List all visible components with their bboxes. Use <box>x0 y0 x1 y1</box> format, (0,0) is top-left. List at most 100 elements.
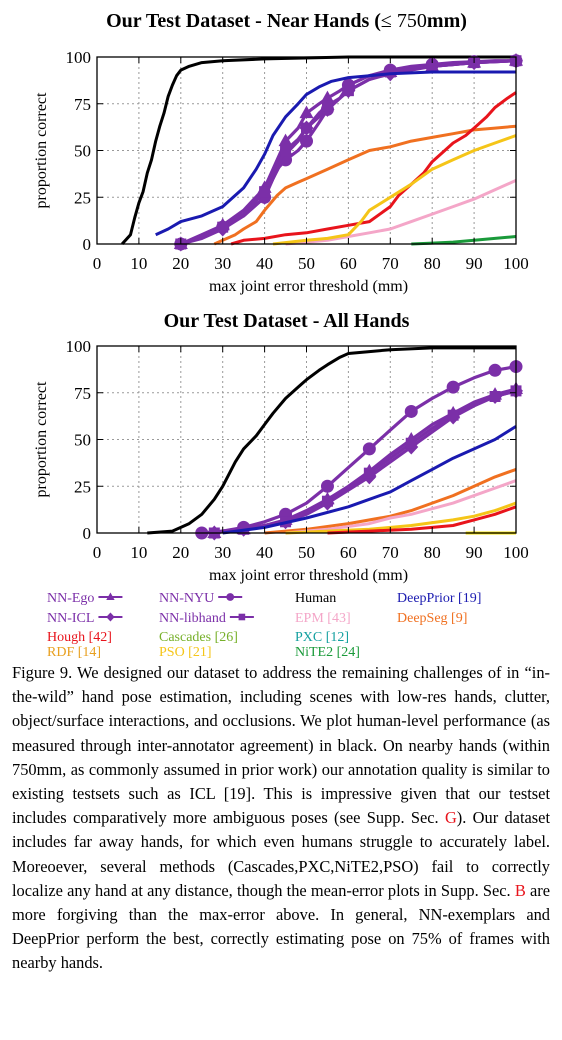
data-point-nn-libhand <box>280 145 292 156</box>
data-point-nn-libhand <box>259 186 271 198</box>
legend-item-nn-icl: NN-ICL <box>47 611 94 626</box>
caption-ref-sec-b[interactable]: B <box>514 880 526 900</box>
y-axis-label: proportion correct <box>33 381 50 498</box>
x-tick-label: 0 <box>93 543 102 562</box>
legend-item-human: Human <box>295 591 336 606</box>
caption-ref-sec-g[interactable]: G <box>444 808 457 828</box>
x-tick-label: 30 <box>214 543 231 562</box>
legend-marker-nn-nyu <box>226 593 235 601</box>
y-tick-label: 25 <box>74 188 91 207</box>
x-tick-label: 80 <box>424 543 441 562</box>
chart-title-main: Our Test Dataset - Near Hands ( <box>106 10 381 32</box>
data-point-nn-nyu <box>362 442 376 456</box>
x-tick-label: 60 <box>340 254 357 273</box>
legend-item-nn-nyu: NN-NYU <box>159 591 214 606</box>
chart-title: Our Test Dataset - All Hands <box>164 310 410 332</box>
series-line-human <box>120 55 516 246</box>
chart-near-hands: Our Test Dataset - Near Hands (≤ 750mm) 0… <box>33 10 529 295</box>
legend-marker-nn-icl <box>106 612 115 622</box>
series-line-nn-nyu <box>201 365 517 535</box>
x-tick-label: 50 <box>298 543 315 562</box>
legend-item-nite2-24: NiTE2 [24] <box>295 645 360 660</box>
y-tick-label: 50 <box>74 142 91 161</box>
legend-marker-nn-ego <box>106 592 115 600</box>
series-line-nn-ego <box>213 387 517 535</box>
legend-item-deepprior-19: DeepPrior [19] <box>397 591 481 606</box>
y-tick-label: 25 <box>74 477 91 496</box>
y-tick-label: 50 <box>74 431 91 450</box>
legend: NN-Ego NN-NYU Human DeepPrior [19] NN-ICL NN-… <box>47 591 481 660</box>
x-tick-label: 70 <box>382 254 399 273</box>
chart-title-main: Our Test Dataset - All Hands <box>164 310 410 332</box>
legend-item-cascades-26: Cascades [26] <box>159 630 238 645</box>
series-group <box>147 346 523 541</box>
data-point-nn-ego <box>320 90 335 104</box>
x-tick-label: 10 <box>130 254 147 273</box>
y-tick-label: 0 <box>83 524 92 543</box>
x-tick-label: 60 <box>340 543 357 562</box>
data-point-nn-libhand <box>217 221 229 233</box>
series-line-hough-42 <box>327 505 517 535</box>
legend-item-rdf-14: RDF [14] <box>47 645 101 660</box>
caption-ref-19[interactable]: 19 <box>229 784 246 804</box>
y-axis-label: proportion correct <box>33 92 50 209</box>
data-point-nn-libhand <box>447 409 459 421</box>
grid <box>97 346 516 533</box>
x-axis-label: max joint error threshold (mm) <box>209 567 408 584</box>
y-tick-label: 100 <box>66 48 92 67</box>
data-point-nn-nyu <box>320 479 334 493</box>
series-line-nn-libhand <box>213 389 517 535</box>
legend-item-nn-libhand: NN-libhand <box>159 611 226 626</box>
series-group <box>120 53 523 252</box>
data-point-nn-libhand <box>426 60 438 72</box>
legend-item-deepseg-9: DeepSeg [9] <box>397 611 467 626</box>
data-point-nn-libhand <box>405 437 417 449</box>
series-line-pso-21 <box>272 134 517 246</box>
x-tick-label: 10 <box>130 543 147 562</box>
x-tick-label: 20 <box>172 543 189 562</box>
x-tick-label: 40 <box>256 254 273 273</box>
caption-text-1: Figure 9. We designed our dataset to add… <box>12 663 550 804</box>
x-tick-label: 100 <box>503 543 529 562</box>
y-tick-label: 75 <box>74 95 91 114</box>
x-tick-label: 80 <box>424 254 441 273</box>
x-axis-label: max joint error threshold (mm) <box>209 278 408 295</box>
series-line-epm-43 <box>285 179 517 246</box>
series-line-epm-43 <box>285 479 517 535</box>
x-tick-label: 20 <box>172 254 189 273</box>
series-line-deepprior-19 <box>155 70 516 237</box>
legend-item-epm-43: EPM [43] <box>295 611 351 626</box>
data-point-nn-ego <box>278 133 293 147</box>
grid <box>97 57 516 244</box>
series-line-nite2-24 <box>411 235 517 246</box>
data-point-nn-libhand <box>384 66 396 78</box>
series-line-deepseg-9 <box>213 124 517 246</box>
figure-caption: Figure 9. We designed our dataset to add… <box>12 661 550 976</box>
legend-marker-nn-libhand <box>238 613 246 621</box>
x-tick-label: 50 <box>298 254 315 273</box>
chart-title-threshold: ≤ 750 <box>381 10 427 32</box>
legend-item-pxc-12: PXC [12] <box>295 630 349 645</box>
data-point-nn-nyu <box>488 363 502 377</box>
caption-text-3: ). Our dataset includes far away hands, … <box>12 808 550 900</box>
data-point-nn-ego <box>299 105 314 119</box>
figure-9: Our Test Dataset - Near Hands (≤ 750mm) 0… <box>33 10 529 660</box>
series-line-pso-21 <box>285 501 517 535</box>
data-point-nn-libhand <box>321 495 333 507</box>
series-line-deepprior-19 <box>222 425 517 535</box>
caption-text-2: ]. This is impressive given that our tes… <box>12 784 551 828</box>
data-point-nn-libhand <box>363 467 375 479</box>
x-tick-label: 30 <box>214 254 231 273</box>
caption-text-4: are more forgiving than the max-error ab… <box>12 880 550 973</box>
x-tick-label: 90 <box>466 543 483 562</box>
chart-title-unit: mm) <box>427 10 467 32</box>
data-point-nn-libhand <box>489 390 501 402</box>
series-line-deepseg-9 <box>264 467 517 535</box>
x-tick-label: 70 <box>382 543 399 562</box>
y-tick-label: 100 <box>66 337 92 356</box>
legend-item-hough-42: Hough [42] <box>47 630 112 645</box>
y-tick-label: 0 <box>83 235 92 254</box>
x-tick-label: 100 <box>503 254 529 273</box>
series-line-nn-icl <box>213 389 517 535</box>
data-point-nn-nyu <box>300 134 313 148</box>
